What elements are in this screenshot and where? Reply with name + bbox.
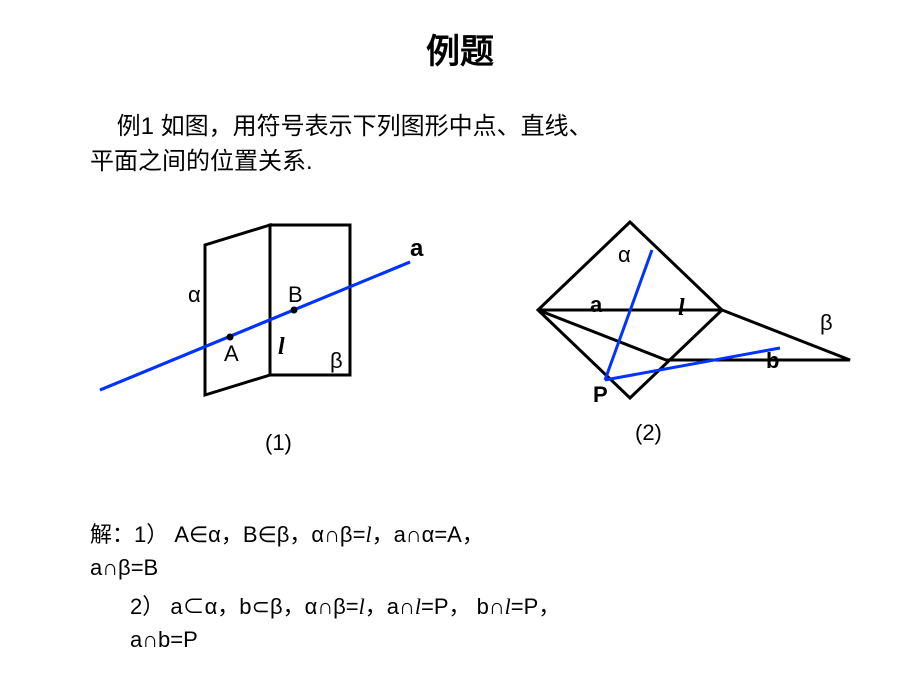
solution-line3: 2） a⊂α，b⊂β，α∩β=l，a∩l=P， b∩l=P， (90, 590, 560, 623)
solution-line4: a∩b=P (90, 623, 560, 656)
fig1-label-beta: β (330, 348, 343, 373)
page: 例题 例1 如图，用符号表示下列图形中点、直线、 平面之间的位置关系. α β … (0, 0, 920, 690)
fig1-label-B: B (288, 282, 303, 307)
problem-line1: 例1 如图，用符号表示下列图形中点、直线、 (90, 110, 593, 145)
fig2-label-l: l (678, 295, 685, 321)
figure-2: α β l a b P (2) (450, 220, 870, 460)
fig2-label-beta: β (820, 310, 833, 335)
fig1-label-alpha: α (188, 282, 201, 307)
fig1-label-A: A (224, 341, 239, 366)
solution-line1: 解：1） A∈α，B∈β，α∩β=l，a∩α=A， (90, 518, 560, 551)
solution-block: 解：1） A∈α，B∈β，α∩β=l，a∩α=A， a∩β=B 2） a⊂α，b… (90, 518, 560, 656)
fig1-caption: (1) (265, 430, 292, 455)
figures-area: α β l A B a (1) α β l a b P ( (60, 220, 860, 480)
fig1-point-B (291, 307, 298, 314)
title-text: 例题 (426, 33, 494, 71)
fig2-label-b: b (766, 348, 779, 373)
figure-1: α β l A B a (1) (70, 220, 430, 460)
problem-line2: 平面之间的位置关系. (90, 145, 593, 180)
problem-statement: 例1 如图，用符号表示下列图形中点、直线、 平面之间的位置关系. (90, 110, 593, 180)
page-title: 例题 (0, 24, 920, 73)
fig2-label-a: a (590, 292, 603, 317)
fig1-plane-alpha (205, 225, 270, 395)
solution-line2: a∩β=B (90, 551, 560, 584)
fig1-point-A (227, 334, 234, 341)
fig2-label-alpha: α (618, 242, 631, 267)
fig2-line-b (605, 348, 780, 380)
fig2-label-P: P (593, 382, 608, 407)
fig1-label-a: a (410, 235, 424, 262)
fig1-label-l: l (278, 334, 285, 360)
fig2-caption: (2) (635, 420, 662, 445)
fig2-line-a (605, 250, 652, 380)
